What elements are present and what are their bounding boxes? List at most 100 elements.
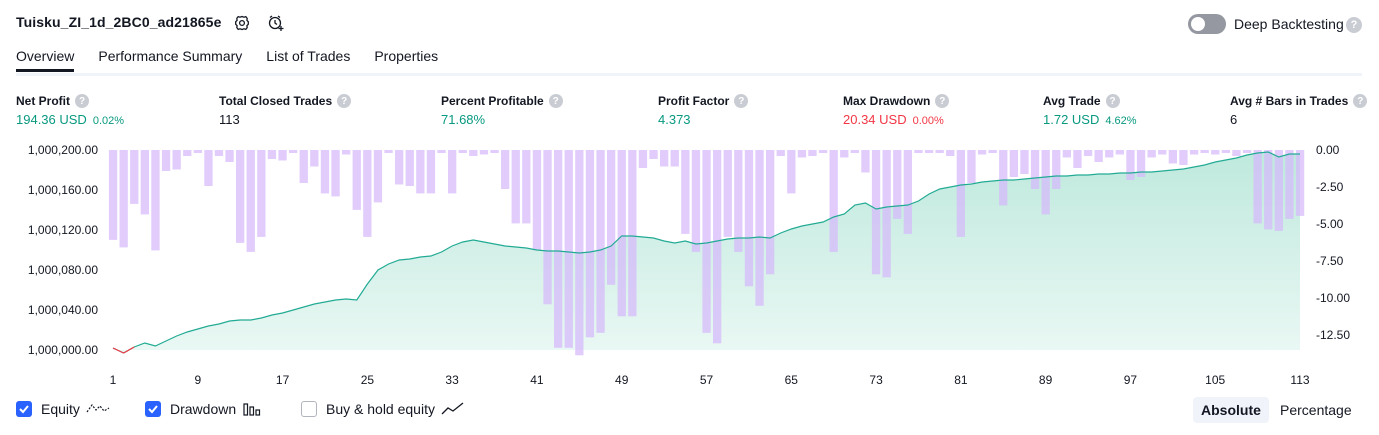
left-axis-tick: 1,000,120.00 [28,223,98,237]
equity-label: Equity [41,401,80,417]
drawdown-bar [490,150,499,153]
metric-label-text: Avg Trade [1043,94,1101,108]
drawdown-bar [681,150,690,234]
drawdown-bar [448,150,457,194]
drawdown-bar [204,150,213,186]
drawdown-bar [416,150,425,194]
drawdown-bar [363,150,372,237]
metric-value-text: 194.36 USD [16,112,87,127]
drawdown-bar [1009,150,1018,177]
check-icon [19,405,29,414]
right-axis-tick: -12.50 [1316,328,1350,342]
drawdown-bar [151,150,160,251]
drawdown-bar [119,150,128,248]
equity-checkbox[interactable] [16,401,32,417]
legend-equity[interactable]: Equity [16,401,110,417]
metric-value-text: 20.34 USD [843,112,907,127]
drawdown-bar [882,150,891,278]
drawdown-bar [924,150,934,153]
help-icon[interactable]: ? [935,94,950,108]
metric-value: 113 [219,112,351,127]
equity-line [112,151,1300,354]
metric-label-text: Percent Profitable [441,94,544,108]
drawdown-bar [861,150,870,173]
drawdown-bar [1030,150,1040,189]
drawdown-bar [501,150,510,189]
x-axis-tick: 33 [445,373,459,387]
left-axis-tick: 1,000,080.00 [28,263,98,277]
drawdown-bar [130,150,139,204]
tab-overview[interactable]: Overview [16,48,75,72]
drawdown-bar [628,150,637,317]
drawdown-bar [787,150,796,194]
legend-drawdown[interactable]: Drawdown [145,401,262,417]
drawdown-bar [214,150,224,156]
left-axis-tick: 1,000,040.00 [28,303,98,317]
x-axis-tick: 57 [700,373,714,387]
help-icon[interactable]: ? [734,94,749,108]
buy-hold-checkbox[interactable] [301,401,317,417]
drawdown-checkbox[interactable] [145,401,161,417]
deep-backtesting-toggle[interactable] [1188,14,1226,34]
drawdown-bar [532,150,542,251]
tabs-divider [16,73,1362,76]
help-icon[interactable]: ? [1353,94,1368,108]
drawdown-bar [1295,150,1305,216]
drawdown-bar [278,150,287,161]
x-axis-tick: 49 [615,373,629,387]
drawdown-bar [977,150,987,155]
x-axis-tick: 41 [530,373,544,387]
drawdown-bar [1285,150,1294,219]
drawdown-bar [946,150,955,156]
drawdown-bar [395,150,404,185]
help-icon[interactable]: ? [1105,94,1120,108]
help-icon[interactable]: ? [548,94,563,108]
absolute-toggle[interactable]: Absolute [1193,397,1269,423]
metric-avg-bars-in-trades: Avg # Bars in Trades? 6 [1230,94,1368,127]
deep-backtesting-help-icon[interactable]: ? [1346,17,1362,33]
help-icon[interactable]: ? [337,94,352,108]
equity-drawdown-chart[interactable]: 1,000,200.00 1,000,160.00 1,000,120.00 1,00… [0,138,1379,388]
add-alert-icon[interactable] [266,13,286,33]
help-icon[interactable]: ? [75,94,89,108]
drawdown-bar [967,150,976,183]
metric-label: Max Drawdown? [843,94,950,108]
drawdown-bar [1274,150,1283,231]
metric-percent-profitable: Percent Profitable? 71.68% [441,94,563,127]
metric-label: Avg Trade? [1043,94,1137,108]
legend-buy-hold-equity[interactable]: Buy & hold equity [301,401,465,417]
tab-performance-summary[interactable]: Performance Summary [98,48,243,64]
drawdown-bar [670,150,679,167]
buy-hold-label: Buy & hold equity [326,401,435,417]
drawdown-bar [522,150,531,224]
percentage-toggle[interactable]: Percentage [1280,402,1352,418]
drawdown-bar [649,150,658,159]
drawdown-bar [797,150,807,158]
tab-list-of-trades[interactable]: List of Trades [266,48,351,64]
drawdown-bar [108,150,118,240]
x-axis-tick: 73 [869,373,883,387]
alarm-plus-icon-svg [268,15,284,31]
drawdown-bar [850,150,859,153]
drawdown-bar [1179,150,1188,165]
left-axis-tick: 1,000,200.00 [28,143,98,157]
drawdown-bar [267,150,277,159]
drawdown-bar [1158,150,1167,155]
drawdown-bar [1221,150,1230,153]
check-icon [148,405,158,414]
drawdown-bar [426,150,436,194]
tab-properties[interactable]: Properties [374,48,439,64]
drawdown-bar [161,150,171,171]
drawdown-bar [840,150,849,158]
settings-gear-icon[interactable] [232,13,252,33]
metric-value-text: 4.373 [658,112,691,127]
drawdown-bar [871,150,881,275]
metric-max-drawdown: Max Drawdown? 20.34 USD 0.00% [843,94,950,127]
metric-label: Avg # Bars in Trades? [1230,94,1368,108]
toggle-knob [1191,17,1205,31]
metric-label-text: Max Drawdown [843,94,931,108]
drawdown-bar [829,150,838,252]
drawdown-bar [1041,150,1050,215]
right-axis-tick: -5.00 [1316,217,1344,231]
drawdown-bar [140,150,149,215]
